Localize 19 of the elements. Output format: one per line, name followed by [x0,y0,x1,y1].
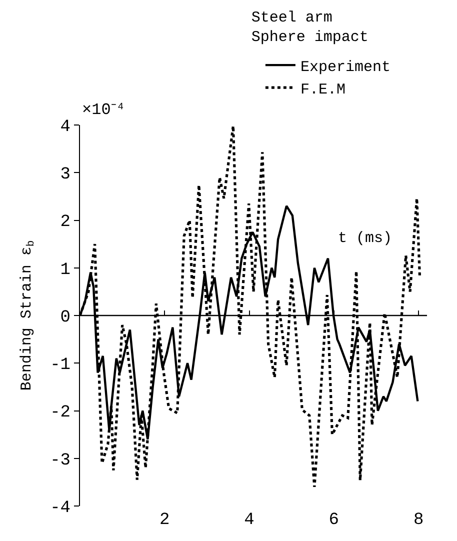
legend-label: Experiment [300,58,390,76]
y-tick-label: 1 [60,260,70,280]
x-tick-label: 6 [328,511,339,530]
y-tick-label: -4 [50,498,70,518]
y-tick-label: -1 [50,356,70,376]
chart-subtitle: Sphere impact [251,29,368,46]
y-tick-label: 3 [60,166,70,185]
y-tick-label: 0 [60,308,70,328]
x-tick-label: 2 [160,511,170,530]
legend-label: F.E.M [300,81,346,98]
x-axis-title: t (ms) [338,230,392,247]
y-tick-label: -2 [50,404,70,423]
chart-title: Steel arm [251,10,332,27]
text: ×10⁻⁴ [82,101,126,119]
x-tick-label: 8 [413,511,424,530]
y-tick-label: 4 [60,118,70,137]
y-tick-label: -3 [50,451,70,470]
y-tick-label: 2 [60,213,70,232]
x-tick-label: 4 [244,511,254,530]
